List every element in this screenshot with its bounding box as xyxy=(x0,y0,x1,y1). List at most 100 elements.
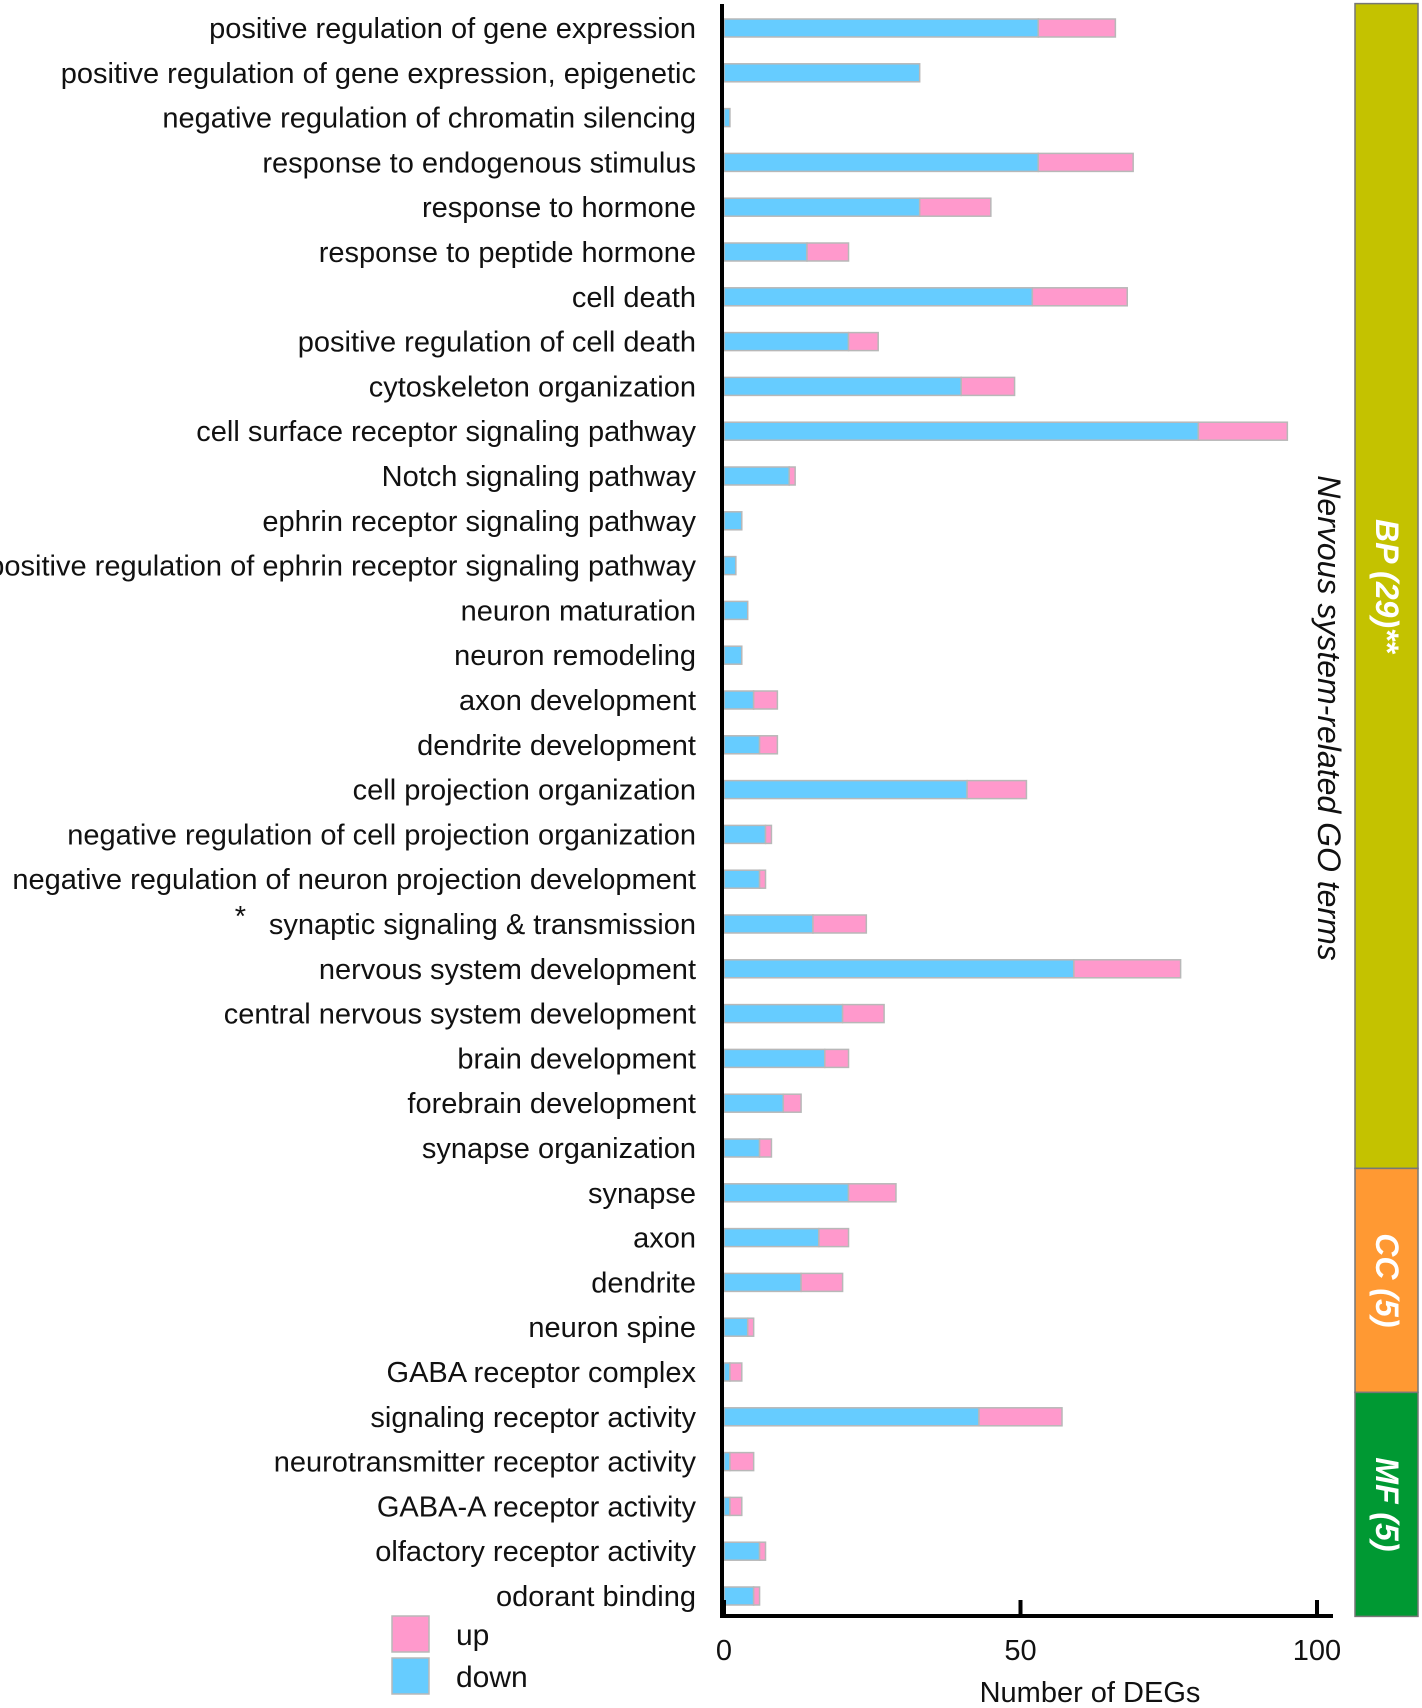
bar-up xyxy=(818,1227,850,1248)
group-label: MF (5) xyxy=(1369,1457,1405,1551)
legend-label: down xyxy=(456,1661,528,1694)
bar-down xyxy=(723,1541,761,1561)
bar-up xyxy=(824,1048,850,1069)
term-label: synapse organization xyxy=(422,1133,696,1165)
bar-down xyxy=(723,421,1200,441)
bar-down xyxy=(723,107,731,128)
go-category-groups: BP (29)** CC (5) MF (5) xyxy=(1354,2,1419,1618)
term-label: neurotransmitter receptor activity xyxy=(274,1447,697,1479)
axes xyxy=(720,4,1333,1618)
x-axis-title: Number of DEGs xyxy=(980,1677,1201,1708)
bar-down xyxy=(723,824,767,845)
term-label: ephrin receptor signaling pathway xyxy=(262,506,696,538)
term-label: neuron remodeling xyxy=(454,640,696,672)
bar-up xyxy=(978,1407,1063,1427)
bar-down xyxy=(723,959,1075,979)
term-label: cell surface receptor signaling pathway xyxy=(196,416,696,448)
bar-down xyxy=(723,779,968,800)
x-tick-label: 50 xyxy=(1004,1635,1036,1667)
term-label: positive regulation of gene expression xyxy=(209,13,696,45)
group-box xyxy=(1354,2,1419,1170)
legend-swatch xyxy=(391,1657,430,1695)
bar-down xyxy=(723,600,749,621)
term-label: response to endogenous stimulus xyxy=(262,147,696,179)
bar-down xyxy=(723,1227,820,1248)
group-box xyxy=(1354,1391,1419,1618)
bar-down xyxy=(723,1093,785,1113)
bar-up xyxy=(800,1272,844,1293)
term-label: cytoskeleton organization xyxy=(369,371,696,403)
bar-down xyxy=(723,331,850,352)
term-label: neuron spine xyxy=(528,1312,696,1344)
bar-down xyxy=(723,869,761,889)
bar-up xyxy=(758,1541,767,1561)
term-label: positive regulation of gene expression, … xyxy=(61,58,696,90)
term-labels: positive regulation of gene expression po… xyxy=(0,13,696,1613)
bar-down xyxy=(723,63,921,83)
bar-up xyxy=(788,466,796,486)
term-label: signaling receptor activity xyxy=(370,1402,696,1434)
term-label: response to peptide hormone xyxy=(319,237,696,269)
term-label: neuron maturation xyxy=(461,595,696,627)
bar-down xyxy=(723,1183,850,1203)
bar-down xyxy=(723,466,790,486)
bar-up xyxy=(729,1451,755,1472)
bar-down xyxy=(723,1138,761,1158)
bar-up xyxy=(841,1003,885,1024)
term-label: positive regulation of ephrin receptor s… xyxy=(0,551,696,583)
term-label: GABA receptor complex xyxy=(387,1357,697,1389)
bar-down xyxy=(723,18,1040,38)
bars xyxy=(723,18,1289,1606)
legend-swatch xyxy=(391,1615,430,1653)
x-ticks: 0 50 100 xyxy=(716,1600,1341,1667)
bar-down xyxy=(723,1272,802,1293)
bar-up xyxy=(1037,152,1134,173)
term-label: synaptic signaling & transmission xyxy=(269,909,696,941)
bar-up xyxy=(847,331,879,352)
bar-down xyxy=(723,287,1034,307)
term-label: axon xyxy=(633,1223,696,1255)
bar-up xyxy=(758,1138,773,1158)
bar-up xyxy=(752,690,779,710)
term-label: dendrite xyxy=(591,1267,696,1299)
bar-down xyxy=(723,645,743,665)
bar-up xyxy=(758,869,767,889)
term-label: odorant binding xyxy=(496,1581,696,1613)
bar-down xyxy=(723,197,921,217)
bar-up xyxy=(1037,18,1117,38)
bar-up xyxy=(782,1093,802,1113)
bar-down xyxy=(723,1362,731,1382)
term-label: positive regulation of cell death xyxy=(298,327,696,359)
term-label: response to hormone xyxy=(422,192,696,224)
legend-label: up xyxy=(456,1619,489,1652)
term-label: negative regulation of chromatin silenci… xyxy=(162,103,696,135)
term-label: dendrite development xyxy=(417,730,696,762)
bar-up xyxy=(1031,287,1128,307)
term-label: forebrain development xyxy=(407,1088,696,1120)
term-label: olfactory receptor activity xyxy=(375,1536,696,1568)
term-label: negative regulation of cell projection o… xyxy=(67,819,696,851)
bar-up xyxy=(758,735,779,755)
bar-up xyxy=(960,376,1016,397)
bar-down xyxy=(723,914,814,934)
bar-down xyxy=(723,735,761,755)
term-label: axon development xyxy=(459,685,696,717)
term-label: central nervous system development xyxy=(224,999,696,1031)
legend: up down xyxy=(391,1615,528,1695)
term-label: Notch signaling pathway xyxy=(382,461,697,493)
bar-up xyxy=(966,779,1028,800)
bar-up xyxy=(1197,421,1289,441)
bar-down xyxy=(723,1317,749,1337)
bar-down xyxy=(723,1048,826,1069)
group-label: BP (29)** xyxy=(1369,519,1405,655)
bar-down xyxy=(723,555,737,576)
bar-up xyxy=(764,824,773,845)
term-label: synapse xyxy=(588,1178,696,1210)
bar-up xyxy=(806,242,850,262)
bar-down xyxy=(723,690,755,710)
bar-down xyxy=(723,511,743,531)
bar-up xyxy=(729,1362,743,1382)
bar-up xyxy=(729,1496,743,1517)
bar-down xyxy=(723,152,1040,173)
